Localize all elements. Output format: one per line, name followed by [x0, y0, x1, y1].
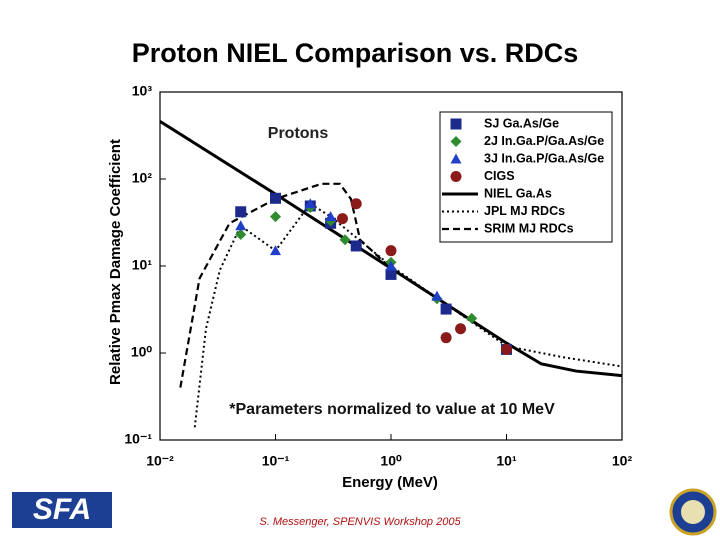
marker-square — [350, 240, 362, 252]
annotation: Protons — [268, 125, 329, 142]
slide-title: Proton NIEL Comparison vs. RDCs — [132, 38, 579, 68]
marker-triangle — [304, 198, 316, 209]
y-tick-label: 10¹ — [132, 257, 153, 273]
marker-circle — [501, 343, 512, 355]
legend-label: NIEL Ga.As — [484, 186, 552, 200]
legend-marker — [450, 171, 462, 182]
y-tick-label: 10⁰ — [131, 344, 153, 360]
marker-triangle — [325, 211, 337, 222]
marker-triangle — [431, 290, 443, 301]
legend-label: SJ Ga.As/Ge — [484, 116, 559, 130]
marker-diamond — [466, 312, 478, 324]
logo: SFA — [12, 492, 112, 528]
seal-center — [681, 500, 705, 524]
legend-marker — [450, 153, 462, 164]
marker-diamond — [339, 234, 351, 246]
marker-square — [440, 303, 452, 315]
marker-square — [270, 192, 281, 204]
y-tick-label: 10³ — [132, 83, 153, 99]
x-tick-label: 10⁰ — [380, 453, 402, 469]
marker-diamond — [235, 229, 247, 241]
x-axis-label: Energy (MeV) — [342, 474, 438, 491]
x-tick-label: 10⁻¹ — [262, 453, 290, 469]
y-axis-label: Relative Pmax Damage Coefficient — [107, 139, 124, 385]
line-dotted — [193, 202, 623, 428]
logo-text: SFA — [33, 493, 91, 526]
legend-label: CIGS — [484, 169, 515, 183]
legend-label: 2J In.Ga.P/Ga.As/Ge — [484, 134, 604, 148]
marker-triangle — [385, 260, 397, 271]
marker-circle — [336, 213, 348, 225]
marker-circle — [350, 198, 362, 210]
legend-label: 3J In.Ga.P/Ga.As/Ge — [484, 151, 604, 165]
marker-circle — [385, 245, 397, 257]
y-tick-label: 10² — [132, 170, 153, 186]
seal — [669, 488, 717, 536]
note: *Parameters normalized to value at 10 Me… — [229, 401, 555, 418]
marker-circle — [440, 332, 452, 344]
line-dashed — [179, 182, 508, 388]
legend-label: SRIM MJ RDCs — [484, 221, 574, 235]
legend-box — [439, 111, 613, 243]
y-tick-label: 10⁻¹ — [124, 431, 152, 447]
marker-square — [385, 268, 397, 280]
marker-triangle — [235, 220, 247, 231]
legend-label: JPL MJ RDCs — [484, 204, 565, 218]
legend-marker — [450, 136, 462, 147]
marker-diamond — [270, 211, 281, 223]
logo-background — [12, 492, 112, 528]
marker-square — [235, 206, 247, 218]
marker-circle — [455, 323, 467, 335]
x-tick-label: 10² — [612, 453, 633, 469]
marker-triangle — [270, 245, 281, 256]
legend-marker — [450, 118, 462, 130]
x-tick-label: 10¹ — [496, 453, 517, 469]
x-tick-label: 10⁻² — [146, 453, 174, 469]
footer: S. Messenger, SPENVIS Workshop 2005 — [259, 516, 461, 528]
